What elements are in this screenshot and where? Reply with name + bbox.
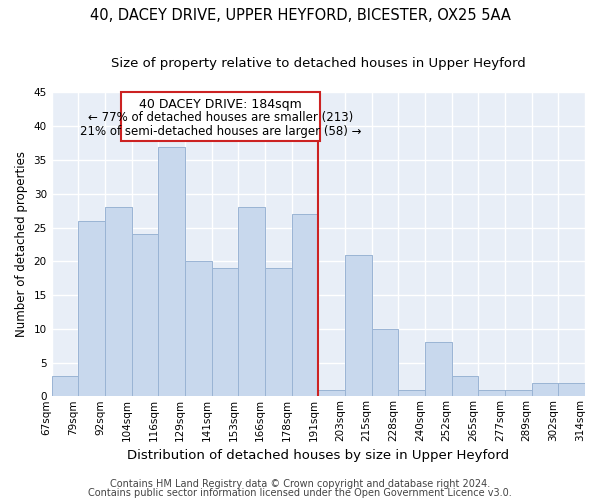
Text: 40, DACEY DRIVE, UPPER HEYFORD, BICESTER, OX25 5AA: 40, DACEY DRIVE, UPPER HEYFORD, BICESTER… bbox=[89, 8, 511, 22]
Bar bbox=[52, 376, 79, 396]
Bar bbox=[158, 146, 185, 396]
Bar bbox=[292, 214, 319, 396]
Bar bbox=[398, 390, 425, 396]
Bar bbox=[425, 342, 452, 396]
FancyBboxPatch shape bbox=[121, 92, 320, 141]
Bar bbox=[345, 254, 371, 396]
Bar bbox=[131, 234, 158, 396]
Text: 21% of semi-detached houses are larger (58) →: 21% of semi-detached houses are larger (… bbox=[80, 125, 361, 138]
Text: ← 77% of detached houses are smaller (213): ← 77% of detached houses are smaller (21… bbox=[88, 110, 353, 124]
Bar bbox=[79, 221, 105, 396]
Bar bbox=[532, 383, 559, 396]
Text: 40 DACEY DRIVE: 184sqm: 40 DACEY DRIVE: 184sqm bbox=[139, 98, 302, 111]
Bar bbox=[371, 329, 398, 396]
Bar bbox=[238, 208, 265, 396]
Bar bbox=[265, 268, 292, 396]
Bar bbox=[212, 268, 238, 396]
Bar bbox=[319, 390, 345, 396]
Text: Contains HM Land Registry data © Crown copyright and database right 2024.: Contains HM Land Registry data © Crown c… bbox=[110, 479, 490, 489]
Text: Contains public sector information licensed under the Open Government Licence v3: Contains public sector information licen… bbox=[88, 488, 512, 498]
Bar bbox=[559, 383, 585, 396]
X-axis label: Distribution of detached houses by size in Upper Heyford: Distribution of detached houses by size … bbox=[127, 450, 509, 462]
Bar bbox=[478, 390, 505, 396]
Title: Size of property relative to detached houses in Upper Heyford: Size of property relative to detached ho… bbox=[111, 58, 526, 70]
Bar bbox=[452, 376, 478, 396]
Bar bbox=[185, 262, 212, 396]
Bar bbox=[105, 208, 131, 396]
Y-axis label: Number of detached properties: Number of detached properties bbox=[15, 152, 28, 338]
Bar bbox=[505, 390, 532, 396]
